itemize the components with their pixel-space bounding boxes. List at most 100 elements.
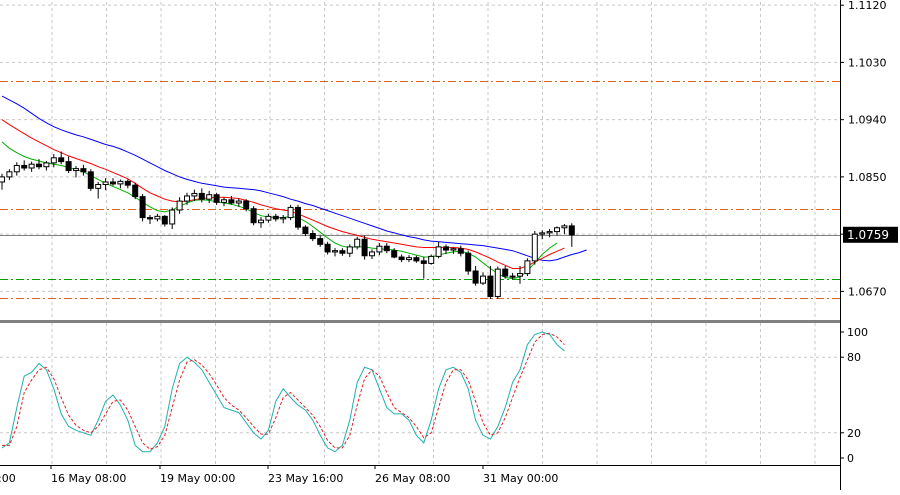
candle xyxy=(221,197,227,207)
candle xyxy=(13,162,20,176)
candle-body xyxy=(95,184,102,189)
price-grid xyxy=(0,2,840,320)
candle-body xyxy=(124,180,131,186)
candle xyxy=(102,178,109,191)
time-axis-label: :00 xyxy=(0,472,16,485)
candle xyxy=(235,198,242,207)
stochastic-axis-label: 80 xyxy=(847,351,861,364)
panel-separator xyxy=(0,320,840,323)
candle xyxy=(539,230,546,240)
candle xyxy=(420,257,427,279)
candle-body xyxy=(509,275,516,278)
price-axis-label: 1.1030 xyxy=(848,56,887,69)
current-price-tag: 1.0759 xyxy=(843,226,898,243)
time-axis-label: 19 May 00:00 xyxy=(160,472,235,485)
candle xyxy=(124,179,131,189)
candle xyxy=(58,151,65,165)
candle xyxy=(191,189,198,202)
candle xyxy=(280,215,287,224)
candle xyxy=(206,190,213,203)
candle xyxy=(443,244,449,254)
panel-frames xyxy=(0,0,841,490)
candle-body xyxy=(295,206,301,228)
candle xyxy=(87,169,94,191)
candle xyxy=(554,226,560,236)
candle-body xyxy=(391,250,398,258)
candle-body xyxy=(87,171,94,189)
candle-body xyxy=(376,245,383,253)
time-axis-label: 23 May 16:00 xyxy=(268,472,343,485)
candle-body xyxy=(346,246,353,254)
candle-body xyxy=(13,164,20,173)
candle xyxy=(110,178,116,186)
candle-body xyxy=(472,270,479,284)
candle-body xyxy=(110,181,116,185)
stochastic-line xyxy=(1,331,565,453)
current-price-value: 1.0759 xyxy=(847,228,889,242)
candle xyxy=(346,244,353,258)
candle-body xyxy=(221,199,227,203)
candle-body xyxy=(287,206,294,219)
candle-body xyxy=(132,184,139,198)
candle-body xyxy=(58,157,65,163)
candle-body xyxy=(176,200,183,211)
current-price-box xyxy=(843,226,898,243)
candle xyxy=(435,241,442,259)
candle xyxy=(531,230,538,265)
candle-body xyxy=(0,176,5,183)
candle xyxy=(302,225,309,237)
time-axis-label: 26 May 08:00 xyxy=(375,472,450,485)
candle-body xyxy=(420,260,427,264)
price-axis-label: 1.0850 xyxy=(848,171,887,184)
candle xyxy=(21,160,28,171)
candle-body xyxy=(480,275,486,284)
candle xyxy=(184,192,190,205)
candle xyxy=(480,272,486,286)
x-axis-labels: :00 16 May 08:00 19 May 00:00 23 May 16:00 2… xyxy=(0,465,558,485)
candle-body xyxy=(450,248,457,251)
price-axis-label: 1.0940 xyxy=(848,114,887,127)
candle-body xyxy=(250,208,257,224)
candlesticks xyxy=(0,151,575,300)
candle xyxy=(568,223,575,247)
candle xyxy=(317,235,324,247)
candle-body xyxy=(43,162,50,168)
candle xyxy=(161,215,168,227)
candle-body xyxy=(80,168,87,173)
candle-body xyxy=(28,163,35,169)
price-axis-label: 1.0670 xyxy=(848,285,887,298)
candle-body xyxy=(243,200,250,210)
candle xyxy=(524,258,531,277)
candle xyxy=(287,204,294,221)
candle-body xyxy=(280,217,287,220)
candle xyxy=(561,223,568,235)
candle xyxy=(50,154,57,168)
candle-body xyxy=(457,248,464,254)
candle-body xyxy=(332,250,338,253)
candle xyxy=(228,195,235,205)
candle-body xyxy=(383,245,390,252)
candle xyxy=(132,182,139,200)
candle xyxy=(391,248,398,259)
candle xyxy=(517,265,523,284)
candle xyxy=(309,230,316,242)
stochastic-line xyxy=(2,332,565,450)
candle-body xyxy=(139,196,146,219)
candle xyxy=(487,265,494,300)
candle-body xyxy=(154,215,161,220)
candle-body xyxy=(169,209,176,225)
candle-body xyxy=(406,257,412,261)
candle xyxy=(376,243,383,256)
candle xyxy=(369,249,375,259)
candle xyxy=(494,266,501,300)
stochastic-axis-label: 100 xyxy=(847,326,868,339)
stochastic-axis-label: 0 xyxy=(847,452,854,465)
moving-average-line xyxy=(1,141,558,280)
candle xyxy=(154,213,161,222)
candle-body xyxy=(21,164,28,169)
candle xyxy=(117,179,124,189)
candle-body xyxy=(206,194,213,200)
candle-body xyxy=(561,225,568,229)
stochastic-lines xyxy=(1,331,565,453)
